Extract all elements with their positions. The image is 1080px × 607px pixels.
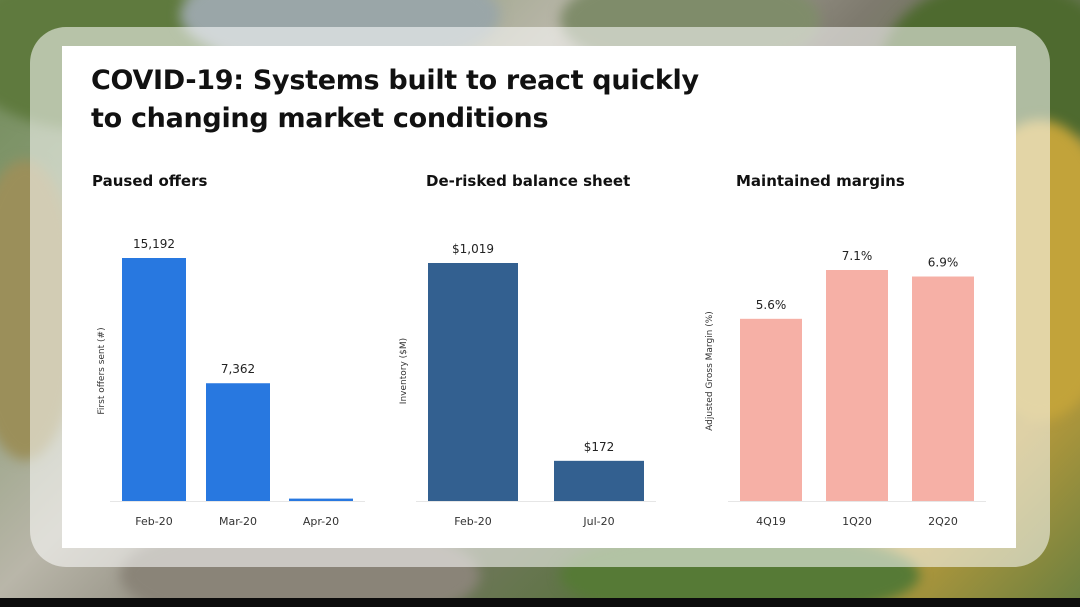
maintained-margins-chart: Adjusted Gross Margin (%) 5.6% 4Q19 7.1% 1Q2… — [698, 224, 998, 544]
data-label-1q20: 7.1% — [842, 249, 873, 263]
data-label-4q19: 5.6% — [756, 298, 787, 312]
x-tick-jul-20: Jul-20 — [582, 515, 614, 528]
bottom-letterbox — [0, 598, 1080, 607]
bar-mar-20 — [206, 383, 270, 501]
bar-4q19 — [740, 318, 802, 501]
x-tick-feb-20: Feb-20 — [135, 515, 172, 528]
x-tick-2q20: 2Q20 — [928, 515, 958, 528]
paused-offers-title: Paused offers — [92, 172, 208, 190]
slide-title: COVID-19: Systems built to react quickly… — [91, 65, 699, 134]
paused-offers-chart: First offers sent (#) 15,192 Feb-20 7,362 Ma… — [90, 224, 380, 544]
de-risked-balance-sheet-title: De-risked balance sheet — [426, 172, 631, 190]
de-risked-balance-sheet-chart: Inventory ($M) $1,019 Feb-20 $172 Jul-20 — [392, 224, 692, 544]
chart-1-svg: Inventory ($M) $1,019 Feb-20 $172 Jul-20 — [399, 242, 656, 528]
bar-feb-20 — [428, 263, 518, 501]
x-tick-4q19: 4Q19 — [756, 515, 786, 528]
chart-0-svg: First offers sent (#) 15,192 Feb-20 7,362 Ma… — [97, 237, 365, 528]
x-tick-1q20: 1Q20 — [842, 515, 872, 528]
bar-apr-20 — [289, 498, 353, 501]
y-axis-title: First offers sent (#) — [97, 327, 107, 414]
data-label-feb-20: $1,019 — [452, 242, 494, 256]
data-label-mar-20: 7,362 — [221, 362, 255, 376]
bar-2q20 — [912, 276, 974, 501]
bar-jul-20 — [554, 460, 644, 501]
maintained-margins-title: Maintained margins — [736, 172, 905, 190]
bar-1q20 — [826, 270, 888, 501]
data-label-2q20: 6.9% — [928, 256, 959, 270]
x-tick-feb-20: Feb-20 — [454, 515, 491, 528]
bar-feb-20 — [122, 258, 186, 501]
data-label-feb-20: 15,192 — [133, 237, 175, 251]
chart-2-svg: Adjusted Gross Margin (%) 5.6% 4Q19 7.1% 1Q2… — [705, 249, 986, 528]
slide: COVID-19: Systems built to react quickly… — [62, 46, 1016, 548]
y-axis-title: Inventory ($M) — [399, 338, 409, 404]
y-axis-title: Adjusted Gross Margin (%) — [705, 311, 715, 431]
data-label-jul-20: $172 — [584, 440, 615, 454]
x-tick-apr-20: Apr-20 — [303, 515, 339, 528]
x-tick-mar-20: Mar-20 — [219, 515, 257, 528]
